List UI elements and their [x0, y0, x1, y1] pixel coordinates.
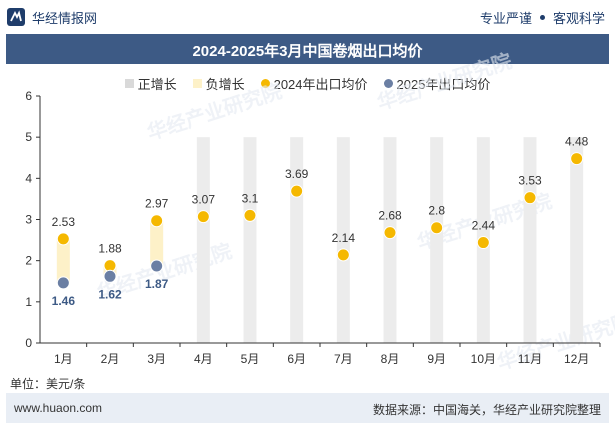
point-2024-2	[103, 259, 117, 273]
title-bar: 2024-2025年3月中国卷烟出口均价	[6, 34, 609, 64]
data-label-2025: 1.62	[98, 287, 122, 301]
watermark-text: 华经产业研究院	[144, 79, 285, 145]
data-label-2024: 3.69	[285, 167, 309, 181]
footer-website: www.huaon.com	[14, 401, 103, 415]
legend-swatch-negative	[192, 79, 202, 88]
legend-swatch-2025	[383, 79, 393, 88]
data-label-2024: 2.8	[428, 204, 445, 218]
brand: 华经情报网	[6, 7, 97, 27]
x-tick-label: 2月	[101, 352, 120, 366]
y-tick-label: 2	[25, 254, 32, 268]
x-tick-label: 6月	[287, 352, 306, 366]
y-tick-label: 1	[25, 295, 32, 309]
x-tick-label: 8月	[381, 352, 400, 366]
data-label-2024: 1.88	[98, 242, 122, 256]
data-label-2024: 4.48	[565, 135, 589, 149]
footer-bar: www.huaon.com 数据来源：中国海关，华经产业研究院整理	[6, 393, 609, 423]
x-tick-label: 3月	[147, 352, 166, 366]
positive-bar-7	[336, 137, 350, 343]
tagline: 专业严谨 客观科学	[480, 8, 605, 27]
point-2025-3	[150, 259, 164, 273]
x-tick-label: 9月	[427, 352, 446, 366]
y-tick-label: 4	[25, 171, 32, 185]
legend-label-2025: 2025年出口均价	[396, 77, 491, 92]
legend-item-negative: 负增长	[192, 74, 245, 93]
top-bar: 华经情报网 专业严谨 客观科学	[0, 0, 615, 34]
positive-bar-8	[383, 137, 397, 343]
point-2024-7	[336, 248, 350, 262]
x-tick-label: 7月	[334, 352, 353, 366]
positive-bar-5	[243, 137, 257, 343]
legend-item-2024: 2024年出口均价	[260, 74, 368, 93]
data-label-2024: 2.44	[472, 219, 496, 233]
watermark-text: 华经产业研究院	[374, 49, 515, 115]
point-2024-8	[383, 226, 397, 240]
y-tick-label: 6	[25, 89, 32, 103]
tagline-right: 客观科学	[552, 11, 605, 26]
legend-item-positive: 正增长	[124, 74, 177, 93]
negative-bar-1	[56, 238, 70, 283]
chart-legend: 正增长 负增长 2024年出口均价 2025年出口均价	[0, 74, 615, 93]
data-label-2024: 2.53	[52, 215, 76, 229]
x-tick-label: 12月	[564, 352, 589, 366]
point-2024-1	[56, 232, 70, 246]
point-2024-10	[476, 236, 490, 250]
legend-label-2024: 2024年出口均价	[273, 77, 368, 92]
data-label-2024: 3.53	[518, 174, 542, 188]
positive-bar-4	[196, 137, 210, 343]
y-tick-label: 3	[25, 213, 32, 227]
footer-source: 数据来源：中国海关，华经产业研究院整理	[372, 403, 601, 417]
tagline-left: 专业严谨	[479, 11, 532, 26]
brand-name: 华经情报网	[32, 10, 98, 26]
negative-bar-3	[150, 220, 164, 267]
chart-title: 2024-2025年3月中国卷烟出口均价	[192, 43, 423, 60]
data-label-2024: 3.1	[242, 191, 259, 205]
x-tick-label: 1月	[54, 352, 73, 366]
y-tick-label: 0	[25, 336, 32, 350]
y-tick-label: 5	[25, 130, 32, 144]
brand-logo-icon	[7, 8, 25, 26]
point-2024-3	[150, 214, 164, 228]
legend-label-negative: 负增长	[205, 77, 245, 92]
x-tick-label: 10月	[471, 352, 496, 366]
legend-swatch-2024	[260, 79, 270, 88]
point-2025-2	[103, 269, 117, 283]
point-2024-4	[196, 210, 210, 224]
point-2024-11	[523, 191, 537, 205]
x-tick-label: 5月	[241, 352, 260, 366]
point-2024-9	[430, 221, 444, 235]
x-tick-label: 11月	[518, 352, 542, 366]
watermark-text: 华经产业研究院	[494, 309, 615, 375]
positive-bar-11	[523, 137, 537, 343]
point-2024-12	[570, 152, 584, 166]
data-label-2024: 2.68	[378, 209, 402, 223]
point-2024-6	[290, 184, 304, 198]
data-label-2024: 2.97	[145, 197, 169, 211]
data-label-2024: 3.07	[192, 193, 216, 207]
legend-item-2025: 2025年出口均价	[383, 74, 491, 93]
point-2024-5	[243, 208, 257, 222]
separator-dot-icon	[539, 15, 545, 20]
legend-label-positive: 正增长	[137, 77, 177, 92]
x-tick-label: 4月	[194, 352, 213, 366]
unit-label: 单位：美元/条	[10, 377, 86, 391]
data-label-2025: 1.46	[52, 294, 76, 308]
legend-swatch-positive	[124, 79, 134, 88]
positive-bar-12	[570, 137, 584, 343]
positive-bar-9	[430, 137, 444, 343]
data-label-2024: 2.14	[332, 231, 356, 245]
data-label-2025: 1.87	[145, 277, 169, 291]
point-2025-1	[56, 276, 70, 290]
